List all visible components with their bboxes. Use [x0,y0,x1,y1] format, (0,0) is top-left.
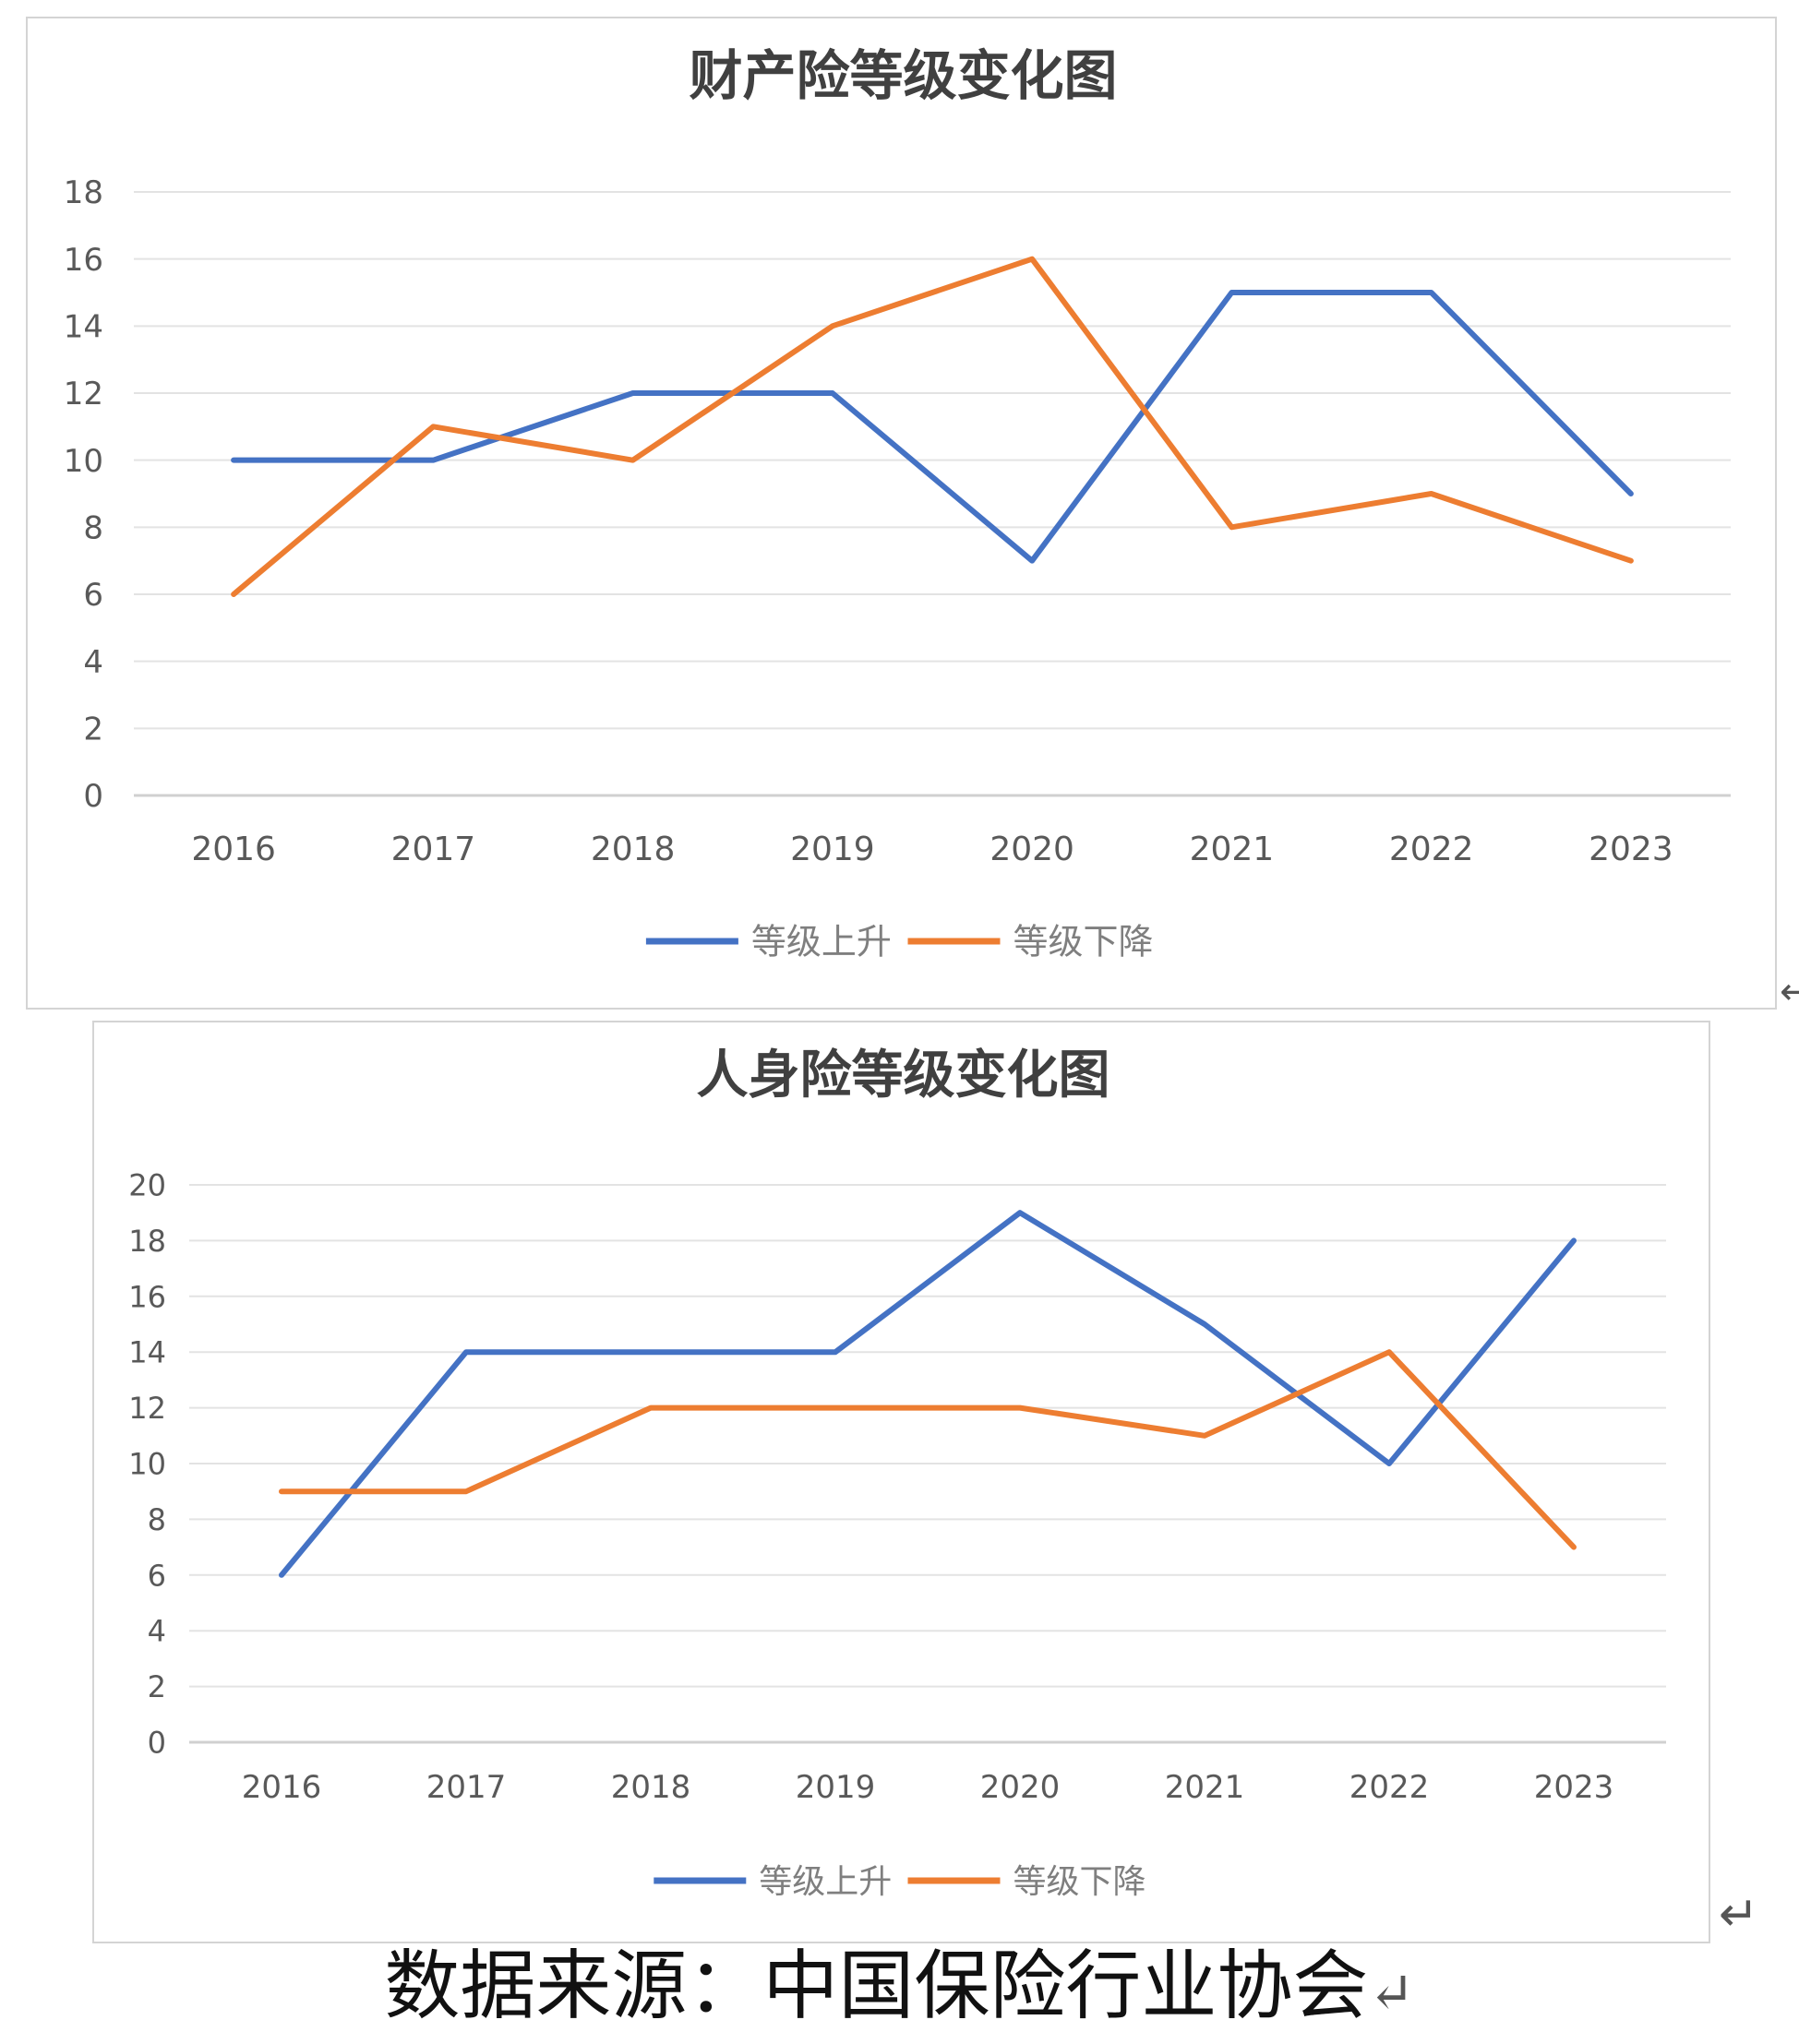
x-tick-label: 2023 [1534,1769,1614,1806]
property-insurance-chart-svg: 财产险等级变化图 0 2 4 6 8 10 12 14 16 18 2016 2017 2018 2019 2… [64,44,1731,962]
x-tick-label: 2017 [426,1769,507,1806]
y-tick-label: 4 [148,1614,166,1649]
y-tick-label: 10 [128,1447,166,1482]
y-tick-label: 6 [148,1558,166,1593]
y-tick-label: 14 [128,1335,166,1370]
y-tick-label: 18 [128,1224,166,1259]
property-insurance-chart: 财产险等级变化图 0 2 4 6 8 10 12 14 16 18 2016 2017 2018 2019 2… [26,17,1777,1010]
x-tick-label: 2019 [796,1769,876,1806]
legend-label: 等级上升 [759,1863,892,1901]
y-tick-label: 20 [128,1168,166,1203]
y-tick-label: 16 [64,242,103,279]
y-tick-label: 16 [128,1279,166,1314]
x-tick-label: 2022 [1389,831,1474,868]
x-tick-label: 2019 [790,831,875,868]
y-tick-label: 0 [148,1726,166,1761]
x-tick-label: 2020 [989,831,1074,868]
y-tick-label: 12 [128,1391,166,1426]
x-tick-label: 2018 [611,1769,691,1806]
chart-title: 财产险等级变化图 [689,44,1117,107]
y-tick-label: 8 [148,1502,166,1537]
y-tick-label: 0 [83,778,103,815]
y-tick-label: 4 [83,644,103,681]
series-line-等级下降 [279,1349,1577,1550]
life-insurance-chart-svg: 人身险等级变化图 0 2 4 6 8 10 12 14 16 18 20 2016 2017 2018 201… [128,1045,1666,1901]
y-tick-label: 8 [83,510,103,547]
data-source-text: 数据来源：中国保险行业协会 [384,1942,1369,2030]
y-tick-label: 18 [64,174,103,211]
y-tick-label: 14 [64,309,103,346]
x-tick-label: 2020 [980,1769,1061,1806]
paragraph-return-mark: ↵ [1368,1961,1415,2026]
x-tick-label: 2023 [1589,831,1673,868]
series-line-等级上升 [231,290,1634,564]
x-tick-label: 2017 [391,831,476,868]
series-line-等级下降 [231,256,1634,597]
legend-label: 等级下降 [1013,1863,1146,1901]
series-line-等级上升 [279,1210,1577,1578]
x-tick-label: 2016 [191,831,276,868]
chart-title: 人身险等级变化图 [697,1045,1110,1106]
legend-label: 等级下降 [1013,922,1154,962]
x-tick-label: 2018 [591,831,676,868]
data-source-caption: 数据来源：中国保险行业协会↵ [0,1942,1799,2032]
x-tick-label: 2016 [242,1769,322,1806]
y-tick-label: 12 [64,376,103,412]
paragraph-return-mark: ↵ [1719,1887,1759,1942]
y-tick-label: 2 [148,1669,166,1704]
x-tick-label: 2022 [1349,1769,1430,1806]
y-tick-label: 10 [64,443,103,480]
legend-label: 等级上升 [751,922,892,962]
y-tick-label: 6 [83,577,103,614]
x-tick-label: 2021 [1190,831,1275,868]
life-insurance-chart: 人身险等级变化图 0 2 4 6 8 10 12 14 16 18 20 2016 2017 2018 201… [92,1021,1710,1943]
paragraph-return-mark: ↵ [1780,971,1799,1013]
x-tick-label: 2021 [1165,1769,1245,1806]
y-tick-label: 2 [83,711,103,748]
